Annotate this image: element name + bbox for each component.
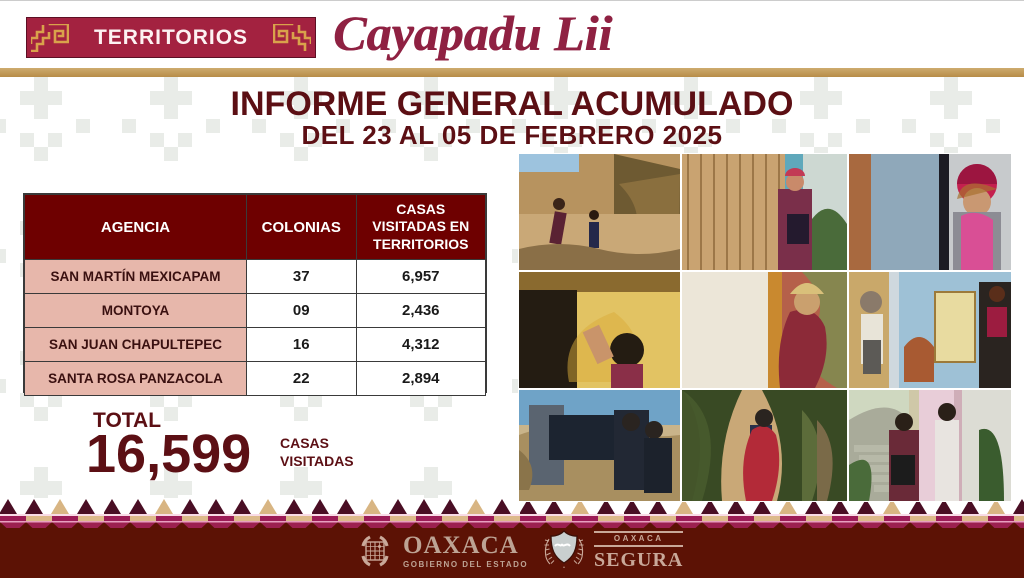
svg-text:•: • xyxy=(563,565,565,571)
